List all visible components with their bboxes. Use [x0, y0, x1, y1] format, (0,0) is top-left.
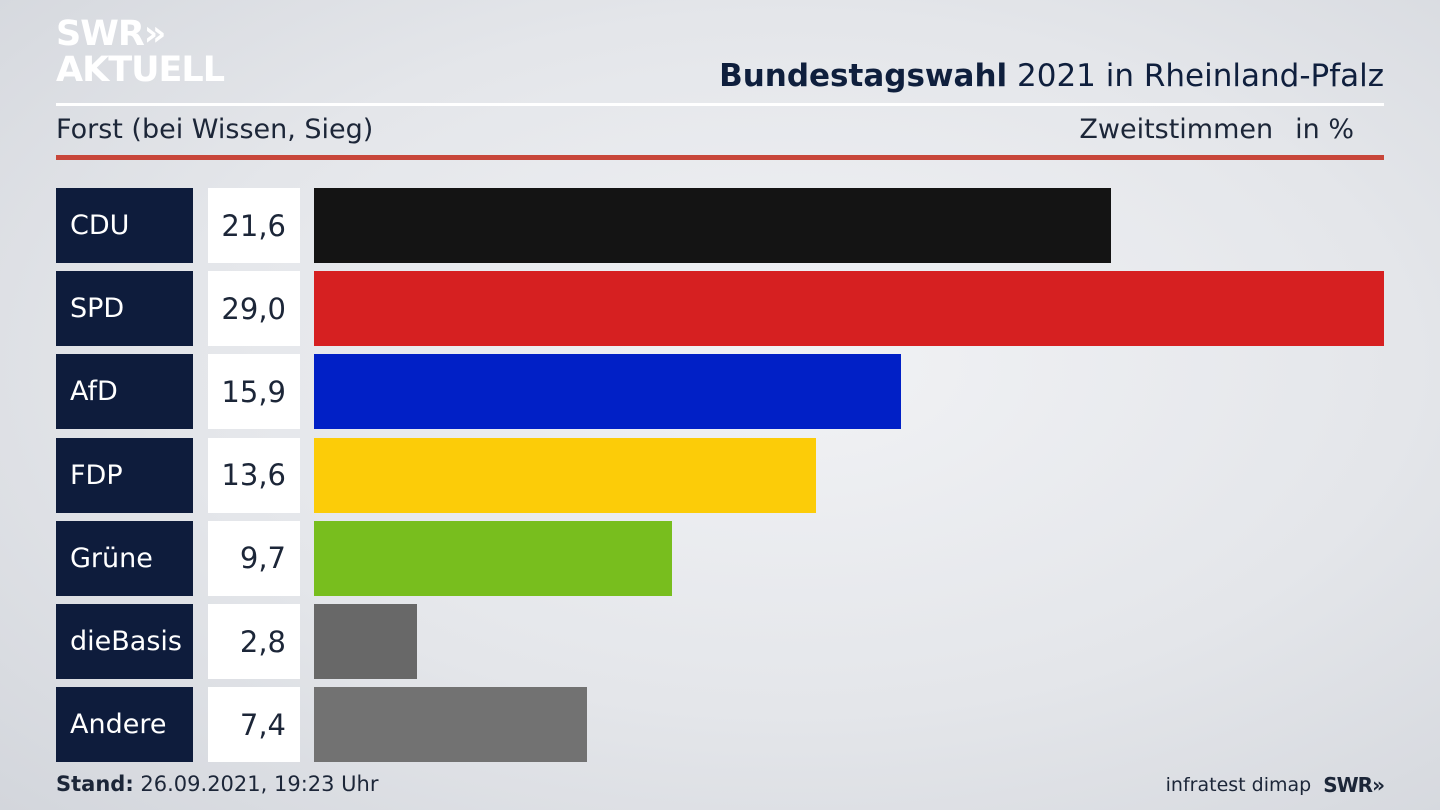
party-label: Grüne: [56, 520, 193, 596]
party-label: AfD: [56, 354, 193, 430]
bar-row: FDP 13,6: [56, 437, 1384, 513]
chart-subtitle: Forst (bei Wissen, Sieg): [56, 114, 374, 145]
measure-unit: in %: [1295, 114, 1354, 145]
bar-row: dieBasis 2,8: [56, 604, 1384, 679]
chart-title-bold: Bundestagswahl: [719, 58, 1008, 94]
bar-row: Andere 7,4: [56, 687, 1384, 763]
bar: [314, 437, 816, 513]
measure-label: Zweitstimmen in %: [1079, 114, 1354, 145]
party-label: dieBasis: [56, 604, 193, 679]
logo-aktuell-text: AKTUELL: [56, 50, 225, 90]
value-label: 21,6: [208, 188, 300, 263]
bar-row: Grüne 9,7: [56, 520, 1384, 596]
value-label: 7,4: [208, 687, 300, 763]
bar: [314, 520, 672, 596]
value-label: 9,7: [208, 520, 300, 596]
source-credit: infratest dimap SWR»: [1165, 773, 1385, 797]
bar: [314, 604, 418, 679]
chart-title: Bundestagswahl 2021 in Rheinland-Pfalz: [719, 58, 1384, 94]
swr-footer-logo: SWR»: [1323, 773, 1385, 797]
chart-title-rest: 2021 in Rheinland-Pfalz: [1007, 58, 1384, 94]
timestamp-value: 26.09.2021, 19:23 Uhr: [133, 772, 379, 796]
subtitle-divider: [56, 155, 1384, 160]
value-label: 29,0: [208, 271, 300, 347]
party-label: Andere: [56, 687, 193, 763]
header-divider: [56, 103, 1384, 106]
timestamp-label: Stand:: [56, 772, 134, 796]
measure-type: Zweitstimmen: [1079, 114, 1274, 145]
bar-row: SPD 29,0: [56, 271, 1384, 347]
bar: [314, 354, 901, 430]
value-label: 15,9: [208, 354, 300, 430]
source-name: infratest dimap: [1165, 774, 1312, 796]
value-label: 2,8: [208, 604, 300, 679]
bar: [314, 188, 1111, 263]
swr-aktuell-logo: SWR» AKTUELL: [56, 14, 225, 90]
party-label: CDU: [56, 188, 193, 263]
logo-swr-text: SWR: [56, 14, 145, 54]
swr-footer-text: SWR: [1323, 773, 1373, 797]
party-label: SPD: [56, 271, 193, 347]
bar: [314, 271, 1384, 347]
bar-row: AfD 15,9: [56, 354, 1384, 430]
timestamp: Stand: 26.09.2021, 19:23 Uhr: [56, 772, 379, 796]
value-label: 13,6: [208, 437, 300, 513]
bar: [314, 687, 588, 763]
bar-row: CDU 21,6: [56, 188, 1384, 263]
party-label: FDP: [56, 437, 193, 513]
swr-footer-chevron-icon: »: [1372, 773, 1385, 797]
